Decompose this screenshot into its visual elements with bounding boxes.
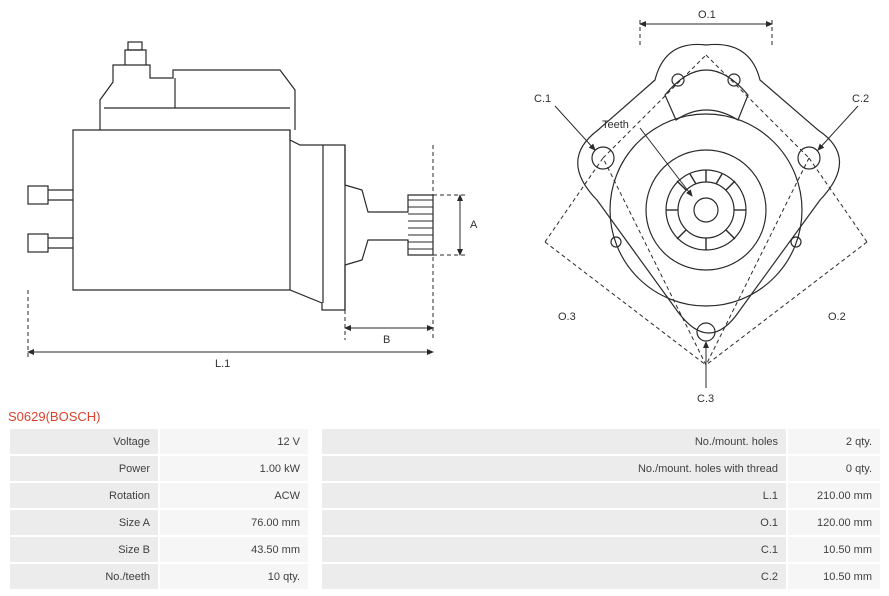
spec-label: Power: [10, 456, 158, 481]
spec-value: 2 qty.: [788, 429, 880, 454]
spec-label: No./teeth: [10, 564, 158, 589]
dim-C1: C.1: [534, 93, 551, 105]
table-row: Size B43.50 mm C.110.50 mm: [10, 537, 880, 562]
right-view: [578, 44, 840, 341]
dim-C2: C.2: [852, 93, 869, 105]
dim-O1: O.1: [698, 9, 716, 21]
spec-value: 120.00 mm: [788, 510, 880, 535]
dim-C3: C.3: [697, 393, 714, 405]
left-view: [28, 42, 433, 310]
spec-label: Rotation: [10, 483, 158, 508]
spec-label: Voltage: [10, 429, 158, 454]
spec-value: ACW: [160, 483, 308, 508]
spec-value: 10.50 mm: [788, 564, 880, 589]
dim-L1: L.1: [215, 358, 230, 370]
spec-label: No./mount. holes: [322, 429, 786, 454]
spec-value: 0 qty.: [788, 456, 880, 481]
spec-label: C.2: [322, 564, 786, 589]
dim-A: A: [470, 219, 478, 231]
spec-value: 210.00 mm: [788, 483, 880, 508]
table-row: RotationACW L.1210.00 mm: [10, 483, 880, 508]
dim-O2: O.2: [828, 311, 846, 323]
spec-table: Voltage12 VNo./mount. holes2 qty.Power1.…: [8, 427, 882, 591]
spec-label: Size B: [10, 537, 158, 562]
table-row: No./teeth10 qty. C.210.50 mm: [10, 564, 880, 589]
spec-label: Size A: [10, 510, 158, 535]
spec-label: No./mount. holes with thread: [322, 456, 786, 481]
spec-value: 12 V: [160, 429, 308, 454]
diagrams: A B L.1: [0, 0, 889, 405]
table-row: Voltage12 V No./mount. holes2 qty.: [10, 429, 880, 454]
spec-value: 1.00 kW: [160, 456, 308, 481]
spec-value: 76.00 mm: [160, 510, 308, 535]
table-row: Size A76.00 mm O.1120.00 mm: [10, 510, 880, 535]
spec-value: 10 qty.: [160, 564, 308, 589]
technical-drawing-svg: A B L.1: [0, 0, 889, 405]
spec-label: O.1: [322, 510, 786, 535]
part-number-title: S0629(BOSCH): [8, 409, 100, 424]
dim-B: B: [383, 334, 390, 346]
spec-value: 43.50 mm: [160, 537, 308, 562]
spec-value: 10.50 mm: [788, 537, 880, 562]
spec-label: C.1: [322, 537, 786, 562]
left-dim-arrows: [28, 195, 460, 352]
table-row: Power1.00 kW No./mount. holes with thread…: [10, 456, 880, 481]
dim-teeth: Teeth: [602, 119, 629, 131]
spec-label: L.1: [322, 483, 786, 508]
dim-O3: O.3: [558, 311, 576, 323]
